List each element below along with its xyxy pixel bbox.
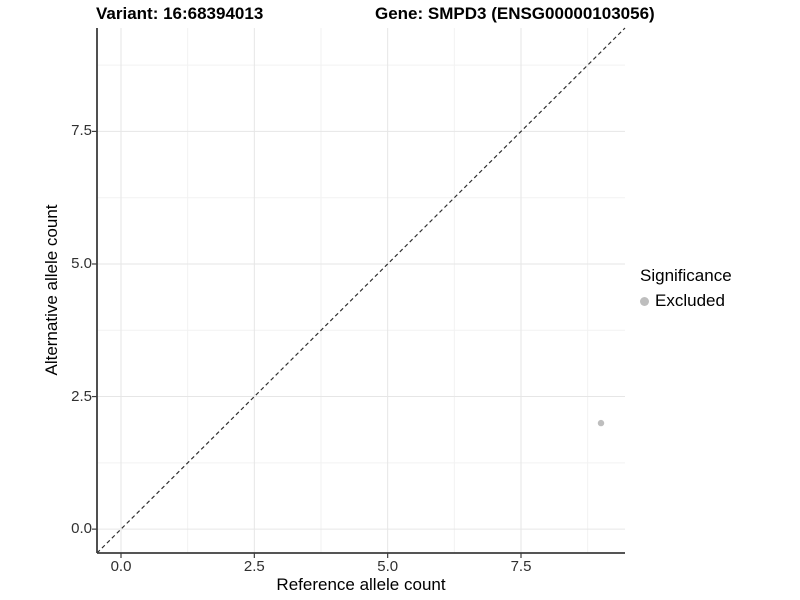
- y-tick-label: 7.5: [71, 122, 92, 140]
- x-tick-label: 7.5: [510, 558, 532, 575]
- gene-title: Gene: SMPD3 (ENSG00000103056): [375, 4, 655, 23]
- y-tick-label: 5.0: [71, 254, 92, 272]
- y-tick-label: 2.5: [71, 387, 92, 405]
- legend-item-label: Excluded: [655, 291, 725, 310]
- legend-item: Excluded: [640, 290, 732, 312]
- y-axis-title: Alternative allele count: [42, 204, 61, 376]
- legend: Significance Excluded: [640, 266, 732, 312]
- variant-title: Variant: 16:68394013: [96, 4, 264, 23]
- legend-items: Excluded: [640, 290, 732, 312]
- x-axis-title: Reference allele count: [276, 575, 446, 594]
- identity-line: [96, 27, 626, 554]
- x-tick-label: 0.0: [110, 558, 132, 575]
- y-tick-label: 0.0: [71, 520, 92, 538]
- legend-key-dot-icon: [640, 296, 649, 306]
- data-point: [597, 419, 605, 427]
- x-tick-label: 5.0: [377, 558, 399, 575]
- x-tick-label: 2.5: [243, 558, 265, 575]
- legend-title: Significance: [640, 266, 732, 285]
